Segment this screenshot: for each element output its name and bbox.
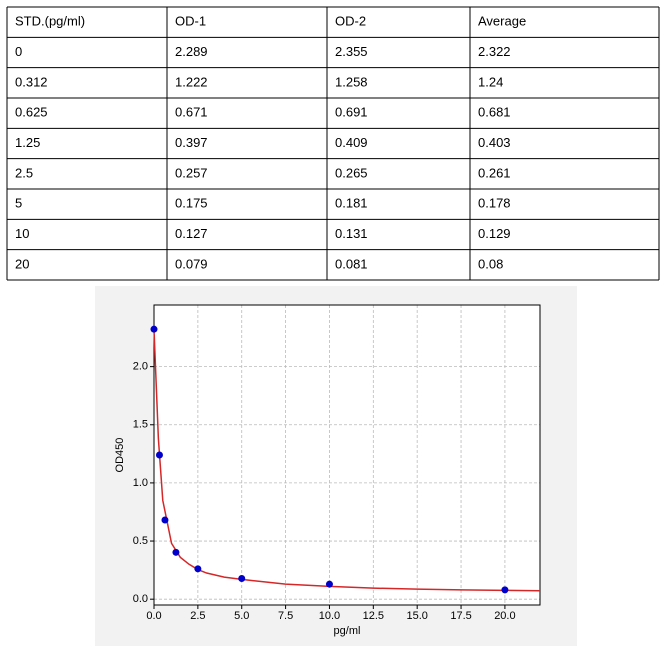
table-cell: 0.257 <box>175 165 208 180</box>
header-cell: OD-2 <box>335 14 366 29</box>
x-tick-label: 2.5 <box>190 610 205 622</box>
table-cell: 2.289 <box>175 44 208 59</box>
x-tick-label: 0.0 <box>146 610 161 622</box>
table-cell: 0.397 <box>175 135 208 150</box>
table-cell: 0.261 <box>478 165 511 180</box>
header-cell: STD.(pg/ml) <box>15 14 85 29</box>
table-cell: 0.175 <box>175 196 208 211</box>
table-cell: 1.24 <box>478 74 503 89</box>
fit-line <box>153 329 541 592</box>
table-cell: 0.081 <box>335 256 368 271</box>
table-cell: 0.131 <box>335 226 368 241</box>
plot-area <box>154 305 540 605</box>
data-point <box>194 565 202 573</box>
table-cell: 0.312 <box>15 74 48 89</box>
table-cell: 0.403 <box>478 135 511 150</box>
table-cell: 1.25 <box>15 135 40 150</box>
x-axis-label: pg/ml <box>334 625 361 637</box>
x-tick-label: 17.5 <box>450 610 471 622</box>
y-tick-label: 1.0 <box>133 477 148 489</box>
table-cell: 0.671 <box>175 105 208 120</box>
table-cell: 20 <box>15 256 29 271</box>
table-cell: 0.181 <box>335 196 368 211</box>
data-point <box>172 548 180 556</box>
table-cell: 0.681 <box>478 105 511 120</box>
table-cell: 0.265 <box>335 165 368 180</box>
table-cell: 5 <box>15 196 22 211</box>
y-axis-label: OD450 <box>114 438 126 473</box>
table-cell: 1.258 <box>335 74 368 89</box>
table-cell: 2.322 <box>478 44 511 59</box>
x-tick-label: 10.0 <box>319 610 340 622</box>
x-tick-label: 15.0 <box>406 610 427 622</box>
header-cell: OD-1 <box>175 14 206 29</box>
table-cell: 0.08 <box>478 256 503 271</box>
data-point <box>238 574 246 582</box>
table-cell: 0.409 <box>335 135 368 150</box>
table-cell: 0.127 <box>175 226 208 241</box>
x-tick-label: 7.5 <box>278 610 293 622</box>
axes-frame <box>153 304 541 606</box>
data-point <box>155 451 163 459</box>
y-tick-label: 1.5 <box>133 419 148 431</box>
table-cell: 2.355 <box>335 44 368 59</box>
table-cell: 0.178 <box>478 196 511 211</box>
y-tick-label: 0.0 <box>133 593 148 605</box>
table-cell: 0.691 <box>335 105 368 120</box>
data-point <box>325 580 333 588</box>
data-point <box>150 325 158 333</box>
table-cell: 1.222 <box>175 74 208 89</box>
table-cell: 0.079 <box>175 256 208 271</box>
x-tick-label: 12.5 <box>363 610 384 622</box>
table-cell: 0.625 <box>15 105 48 120</box>
y-tick-label: 2.0 <box>133 361 148 373</box>
data-point <box>501 586 509 594</box>
table-cell: 10 <box>15 226 29 241</box>
header-cell: Average <box>478 14 526 29</box>
table-cell: 2.5 <box>15 165 33 180</box>
y-tick-label: 0.5 <box>133 535 148 547</box>
x-tick-label: 20.0 <box>494 610 515 622</box>
table-cell: 0 <box>15 44 22 59</box>
data-point <box>161 516 169 524</box>
table-cell: 0.129 <box>478 226 511 241</box>
x-tick-label: 5.0 <box>234 610 249 622</box>
